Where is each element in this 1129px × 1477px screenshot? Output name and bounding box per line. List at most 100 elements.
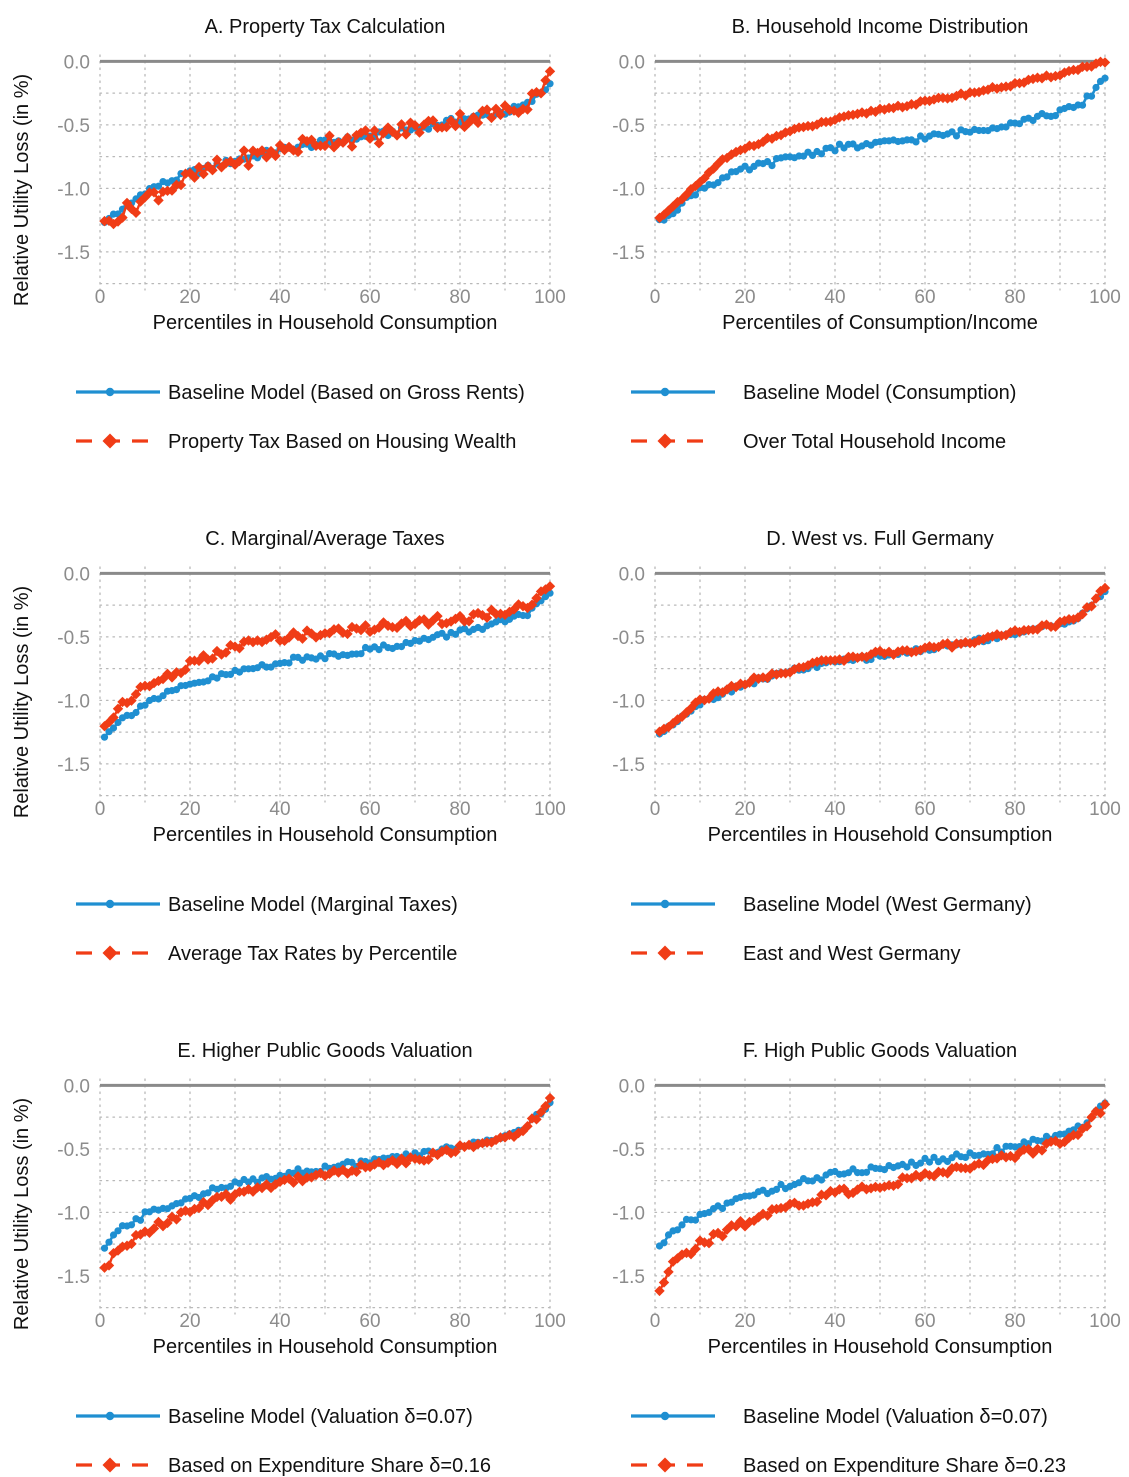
data-point	[523, 612, 532, 620]
data-point	[678, 1221, 686, 1229]
data-point	[660, 1239, 668, 1247]
data-point	[952, 132, 961, 140]
data-point-diamond	[1045, 72, 1057, 83]
legend-marker-dot	[105, 387, 115, 397]
data-point-diamond	[256, 636, 268, 648]
data-point-diamond	[454, 1140, 466, 1151]
x-axis-label: Percentiles of Consumption/Income	[722, 312, 1038, 334]
data-point-diamond	[879, 1181, 890, 1192]
legend-label: Baseline Model (West Germany)	[743, 894, 1032, 916]
y-tick-label: -1.0	[612, 179, 645, 200]
data-point-diamond	[139, 1226, 151, 1237]
data-point	[114, 1227, 122, 1235]
series-alternative	[99, 581, 556, 732]
data-point-diamond	[175, 179, 187, 191]
data-point-diamond	[180, 168, 191, 179]
data-point-diamond	[337, 627, 349, 639]
y-axis-label: Relative Utility Loss (in %)	[11, 74, 33, 306]
data-point-diamond	[180, 664, 191, 675]
series-alternative	[654, 582, 1111, 737]
data-point-diamond	[1063, 1132, 1075, 1144]
legend: Baseline Model (Marginal Taxes) Average T…	[76, 894, 458, 965]
series-baseline	[655, 74, 1109, 224]
data-point-diamond	[1036, 620, 1048, 631]
data-point	[993, 1144, 1001, 1152]
data-point-diamond	[495, 109, 506, 121]
x-tick-label: 100	[1089, 1311, 1121, 1332]
data-point	[817, 1176, 826, 1184]
data-point-diamond	[432, 610, 443, 622]
legend: Baseline Model (Valuation δ=0.07) Based o…	[76, 1406, 491, 1477]
data-point-diamond	[148, 187, 160, 198]
x-tick-label: 80	[1004, 287, 1025, 308]
data-point-diamond	[1018, 77, 1030, 88]
chart-title: F. High Public Goods Valuation	[743, 1040, 1017, 1062]
data-point-diamond	[654, 1285, 665, 1297]
data-point-diamond	[112, 1245, 124, 1256]
legend-item: Baseline Model (Consumption)	[631, 382, 1016, 404]
data-point-diamond	[391, 1158, 403, 1170]
y-tick-label: -1.5	[57, 755, 90, 776]
data-point-diamond	[135, 681, 146, 693]
y-tick-label: -1.0	[57, 1203, 90, 1224]
data-point-diamond	[270, 629, 281, 640]
data-point-diamond	[292, 630, 304, 642]
y-tick-label: -0.5	[612, 1140, 645, 1161]
data-point	[375, 646, 383, 654]
legend-marker-diamond	[102, 1457, 118, 1473]
series-line	[658, 1103, 1107, 1292]
legend-label: Baseline Model (Consumption)	[743, 382, 1016, 404]
legend-marker-dot	[105, 899, 115, 909]
data-point-diamond	[234, 155, 245, 167]
legend: Baseline Model (Valuation δ=0.07) Based o…	[631, 1406, 1066, 1477]
data-point	[1024, 1140, 1033, 1148]
x-axis-label: Percentiles in Household Consumption	[153, 824, 498, 846]
series-alternative	[654, 1099, 1111, 1297]
y-tick-label: -1.5	[57, 243, 90, 264]
data-point-diamond	[207, 653, 218, 664]
data-point	[132, 708, 140, 717]
data-point	[723, 173, 731, 181]
data-point-diamond	[450, 120, 461, 132]
legend-item: Based on Expenditure Share δ=0.23	[631, 1455, 1066, 1477]
x-tick-label: 60	[914, 287, 935, 308]
data-point	[159, 692, 167, 700]
x-tick-label: 20	[734, 799, 755, 820]
data-point-diamond	[189, 1203, 200, 1215]
data-point-diamond	[418, 119, 430, 130]
data-point	[930, 1153, 938, 1161]
data-point-diamond	[1054, 616, 1066, 628]
legend-label: Property Tax Based on Housing Wealth	[168, 431, 516, 453]
data-point-diamond	[414, 127, 425, 138]
data-point	[294, 1165, 302, 1173]
x-tick-label: 60	[914, 799, 935, 820]
data-point-diamond	[229, 1189, 241, 1200]
data-point-diamond	[99, 1262, 110, 1273]
y-tick-label: -1.0	[612, 1203, 645, 1224]
data-point-diamond	[216, 649, 227, 660]
data-point-diamond	[703, 1238, 715, 1249]
data-point-diamond	[1072, 1129, 1084, 1141]
data-point-diamond	[1014, 1147, 1025, 1158]
data-point-diamond	[112, 703, 124, 714]
data-point-diamond	[261, 634, 272, 645]
data-point-diamond	[225, 640, 236, 651]
data-point-diamond	[198, 1197, 209, 1208]
data-point-diamond	[996, 1150, 1007, 1161]
data-point-diamond	[103, 1260, 115, 1271]
data-point	[226, 1182, 235, 1190]
data-point-diamond	[757, 1208, 769, 1220]
data-point	[100, 733, 109, 741]
data-point-diamond	[144, 681, 155, 692]
data-point-diamond	[162, 1217, 173, 1229]
data-point	[691, 1216, 700, 1224]
data-point-diamond	[346, 1165, 358, 1176]
data-point	[136, 1216, 145, 1224]
data-point-diamond	[319, 140, 331, 152]
data-point	[213, 674, 221, 682]
y-tick-label: -0.5	[57, 116, 90, 137]
data-point-diamond	[207, 1195, 218, 1206]
data-point-diamond	[396, 618, 407, 629]
data-point	[768, 162, 776, 170]
legend-label: Baseline Model (Based on Gross Rents)	[168, 382, 525, 404]
